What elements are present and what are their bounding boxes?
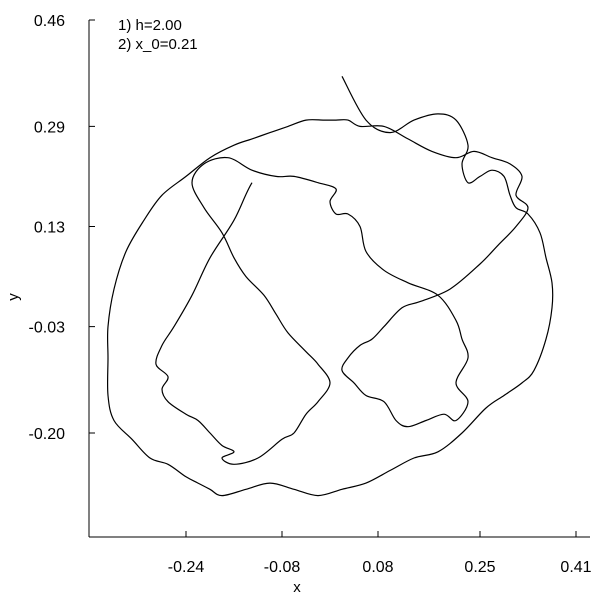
y-tick-label: -0.20: [29, 426, 66, 443]
y-tick-label: 0.13: [34, 220, 65, 237]
x-tick-label: 0.08: [362, 559, 393, 576]
x-tick-label: -0.24: [168, 559, 205, 576]
annotation-h: 1) h=2.00: [118, 17, 182, 34]
x-ticks: -0.24 -0.08 0.08 0.25 0.41: [168, 531, 592, 576]
x-axis-label: x: [293, 579, 301, 596]
y-tick-label: 0.46: [34, 13, 65, 30]
y-tick-label: 0.29: [34, 119, 65, 136]
y-tick-label: -0.03: [29, 320, 66, 337]
series-line-trajectory: [106, 76, 554, 497]
chart-axes: [88, 20, 590, 538]
x-tick-label: -0.08: [264, 559, 301, 576]
series-layer: [106, 76, 554, 497]
x-tick-label: 0.41: [560, 559, 591, 576]
x-tick-label: 0.25: [464, 559, 495, 576]
y-axis-label: y: [5, 293, 22, 301]
annotation-x0: 2) x_0=0.21: [118, 36, 198, 53]
y-ticks: 0.46 0.29 0.13 -0.03 -0.20: [29, 13, 95, 443]
